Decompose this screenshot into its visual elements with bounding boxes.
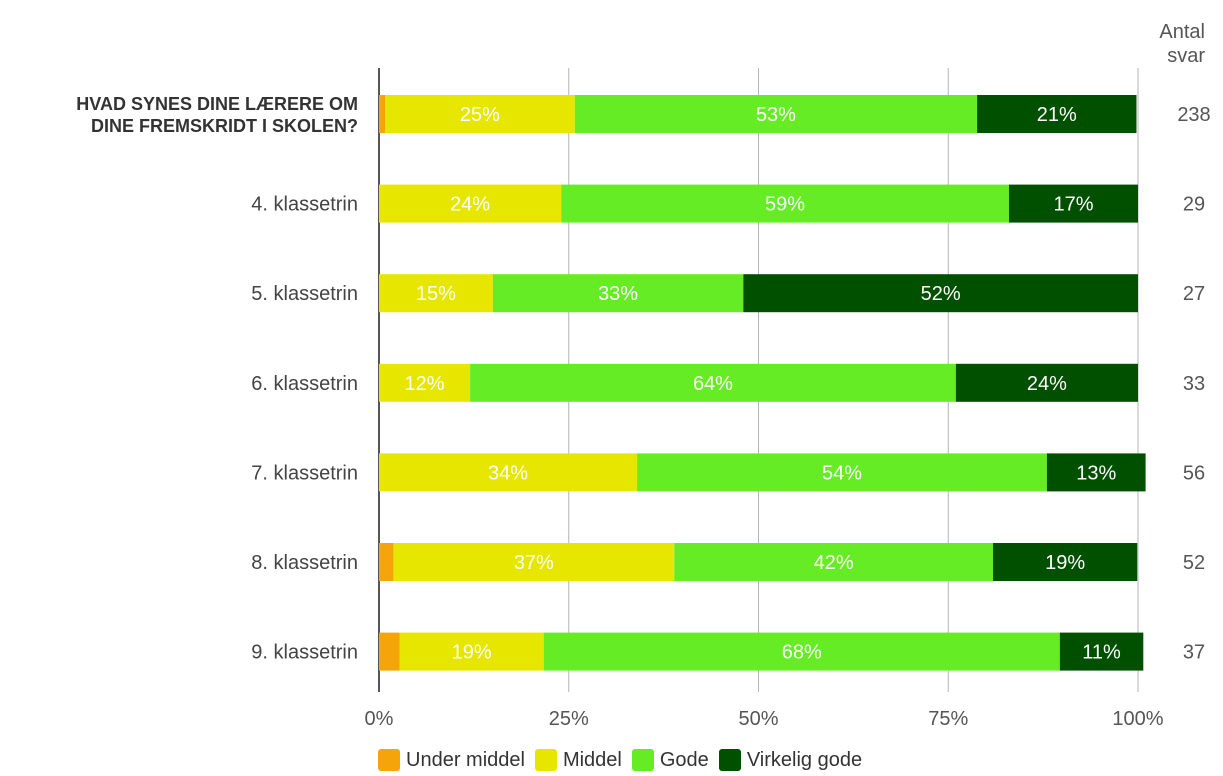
data-label: 19% <box>452 642 492 664</box>
bar-segment-middel <box>393 543 675 581</box>
x-tick-label: 0% <box>365 708 394 730</box>
bar-segment-gode <box>470 363 956 402</box>
bar-segment-gode <box>637 453 1047 492</box>
data-label: 53% <box>756 104 796 126</box>
legend-swatch <box>378 749 400 771</box>
legend-item: Gode <box>631 748 709 772</box>
x-tick-label: 100% <box>1112 708 1163 730</box>
legend-label: Middel <box>562 748 622 771</box>
data-label: 19% <box>1045 552 1085 574</box>
bar-segment-gode <box>543 632 1060 671</box>
response-count: 56 <box>1183 462 1205 484</box>
response-count: 33 <box>1183 373 1205 395</box>
x-tick-label: 25% <box>549 708 589 730</box>
legend-item: Under middel <box>378 749 525 772</box>
legend-label: Virkelig gode <box>746 748 863 771</box>
data-label: 68% <box>782 642 822 664</box>
bar-segment-virkelig-gode <box>743 274 1138 313</box>
bar-segment-gode <box>492 274 744 313</box>
category-label: 8. klassetrin <box>251 552 358 574</box>
data-label: 52% <box>921 283 961 305</box>
data-label: 37% <box>514 552 554 574</box>
category-label: 9. klassetrin <box>251 642 358 664</box>
data-label: 42% <box>814 552 854 574</box>
data-label: 24% <box>1027 373 1067 395</box>
data-label: 59% <box>765 194 805 216</box>
data-label: 15% <box>416 283 456 305</box>
bar-segment-middel <box>399 632 544 671</box>
bar-segment-middel <box>379 453 638 492</box>
response-count: 238 <box>1177 104 1210 126</box>
legend-swatch <box>631 749 654 771</box>
data-label: 34% <box>488 462 528 484</box>
bar-segment-virkelig-gode <box>993 543 1138 581</box>
legend: Under middel Middel Gode Virkelig gode <box>378 744 872 776</box>
category-label: 4. klassetrin <box>251 194 358 216</box>
bar-segment-middel <box>385 95 575 133</box>
bar-segment-virkelig-gode <box>977 95 1137 133</box>
legend-label: Gode <box>659 748 709 771</box>
data-label: 24% <box>450 194 490 216</box>
category-label: 6. klassetrin <box>251 373 358 395</box>
category-label: HVAD SYNES DINE LÆRERE OM DINE FREMSKRIDT… <box>76 94 358 136</box>
bar-segment-under-middel <box>379 95 386 133</box>
category-label: 7. klassetrin <box>251 462 358 484</box>
response-count: 37 <box>1183 642 1205 664</box>
response-count: 27 <box>1183 283 1205 305</box>
bar-segment-middel <box>379 274 493 313</box>
category-label: 5. klassetrin <box>251 283 358 305</box>
bar-segment-gode <box>674 543 994 581</box>
bar-segment-gode <box>561 184 1009 223</box>
response-count: 52 <box>1183 552 1205 574</box>
bar-segment-gode <box>574 95 978 133</box>
bar-segment-virkelig-gode <box>1046 453 1146 492</box>
data-label: 17% <box>1053 194 1093 216</box>
data-label: 21% <box>1037 104 1077 126</box>
count-header: Antal svar <box>1159 21 1205 67</box>
data-label: 11% <box>1082 642 1121 664</box>
bar-segment-virkelig-gode <box>1059 632 1144 671</box>
bar-segment-under-middel <box>379 632 400 671</box>
data-label: 33% <box>598 283 638 305</box>
x-tick-label: 75% <box>928 708 968 730</box>
legend-label: Under middel <box>406 748 525 771</box>
bar-segment-under-middel <box>379 543 394 581</box>
x-tick-label: 50% <box>738 708 778 730</box>
data-label: 12% <box>405 373 445 395</box>
data-label: 54% <box>822 462 862 484</box>
legend-swatch <box>534 749 557 771</box>
data-label: 64% <box>693 373 733 395</box>
data-label: 25% <box>460 104 500 126</box>
legend-swatch <box>718 749 741 771</box>
bar-segment-virkelig-gode <box>955 363 1138 402</box>
response-count: 29 <box>1183 194 1205 216</box>
bar-segment-middel <box>379 184 562 223</box>
bar-segment-virkelig-gode <box>1008 184 1138 223</box>
bar-segment-middel <box>379 363 471 402</box>
legend-item: Middel <box>534 748 622 772</box>
data-label: 13% <box>1076 462 1116 484</box>
legend-item: Virkelig gode <box>718 748 863 772</box>
